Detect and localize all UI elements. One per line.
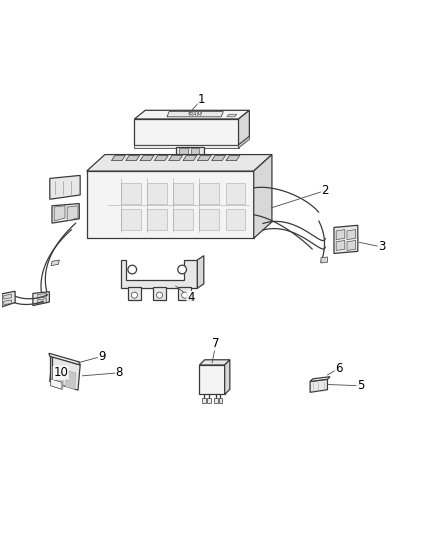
Polygon shape — [148, 183, 167, 204]
Polygon shape — [321, 257, 328, 263]
Polygon shape — [334, 225, 358, 254]
Polygon shape — [121, 260, 197, 288]
Polygon shape — [179, 149, 188, 158]
Polygon shape — [37, 293, 47, 298]
Polygon shape — [347, 240, 356, 251]
Text: 8: 8 — [116, 366, 123, 379]
Polygon shape — [54, 206, 65, 221]
Polygon shape — [111, 156, 125, 160]
Polygon shape — [37, 298, 47, 303]
Polygon shape — [87, 171, 254, 238]
Polygon shape — [227, 114, 237, 117]
Polygon shape — [173, 183, 193, 204]
Text: 3: 3 — [378, 240, 385, 254]
Polygon shape — [50, 175, 80, 199]
Text: 5: 5 — [357, 379, 364, 392]
Polygon shape — [207, 398, 211, 403]
Polygon shape — [197, 156, 211, 160]
Polygon shape — [33, 292, 49, 305]
Polygon shape — [140, 156, 154, 160]
Polygon shape — [126, 156, 140, 160]
Polygon shape — [336, 230, 345, 240]
Polygon shape — [49, 353, 80, 365]
Polygon shape — [154, 156, 168, 160]
Polygon shape — [169, 156, 183, 160]
Polygon shape — [148, 209, 167, 230]
Polygon shape — [128, 287, 141, 300]
Polygon shape — [199, 209, 219, 230]
Polygon shape — [121, 183, 141, 204]
Polygon shape — [50, 356, 52, 382]
Text: 6: 6 — [335, 362, 343, 375]
Circle shape — [182, 292, 188, 298]
Polygon shape — [173, 209, 193, 230]
Polygon shape — [225, 360, 230, 394]
Circle shape — [131, 292, 138, 298]
Text: 1: 1 — [198, 93, 205, 106]
Polygon shape — [347, 230, 356, 240]
Polygon shape — [87, 155, 272, 171]
Polygon shape — [310, 377, 330, 382]
Polygon shape — [134, 119, 239, 145]
Polygon shape — [167, 111, 223, 117]
Polygon shape — [191, 149, 199, 158]
Polygon shape — [4, 294, 12, 299]
Polygon shape — [134, 145, 239, 148]
Polygon shape — [2, 291, 15, 307]
Polygon shape — [226, 209, 245, 230]
Polygon shape — [51, 260, 60, 265]
Polygon shape — [202, 398, 205, 403]
Polygon shape — [51, 379, 62, 389]
Polygon shape — [214, 398, 218, 403]
Polygon shape — [239, 136, 249, 148]
Polygon shape — [239, 110, 249, 145]
Text: 7: 7 — [212, 337, 220, 350]
Text: 9: 9 — [98, 350, 106, 363]
Polygon shape — [199, 183, 219, 204]
Polygon shape — [178, 287, 191, 300]
Polygon shape — [197, 256, 204, 288]
Polygon shape — [199, 365, 225, 394]
Text: 4: 4 — [187, 291, 194, 304]
Text: 10: 10 — [53, 366, 68, 379]
Polygon shape — [67, 206, 78, 221]
Circle shape — [178, 265, 187, 274]
Circle shape — [128, 265, 137, 274]
Polygon shape — [183, 156, 197, 160]
Polygon shape — [212, 156, 226, 160]
Polygon shape — [336, 240, 345, 251]
Polygon shape — [53, 370, 64, 389]
Polygon shape — [199, 360, 230, 365]
Polygon shape — [226, 183, 245, 204]
Polygon shape — [254, 155, 272, 238]
Circle shape — [156, 292, 162, 298]
Polygon shape — [4, 300, 12, 305]
Polygon shape — [65, 370, 76, 389]
Text: 2: 2 — [321, 184, 329, 197]
Polygon shape — [219, 398, 222, 403]
Polygon shape — [153, 287, 166, 300]
Polygon shape — [50, 356, 80, 390]
Text: RAM: RAM — [189, 112, 203, 117]
Polygon shape — [52, 204, 79, 223]
Polygon shape — [121, 209, 141, 230]
Polygon shape — [310, 379, 328, 392]
Polygon shape — [176, 147, 204, 160]
Polygon shape — [226, 156, 240, 160]
Polygon shape — [134, 110, 249, 119]
